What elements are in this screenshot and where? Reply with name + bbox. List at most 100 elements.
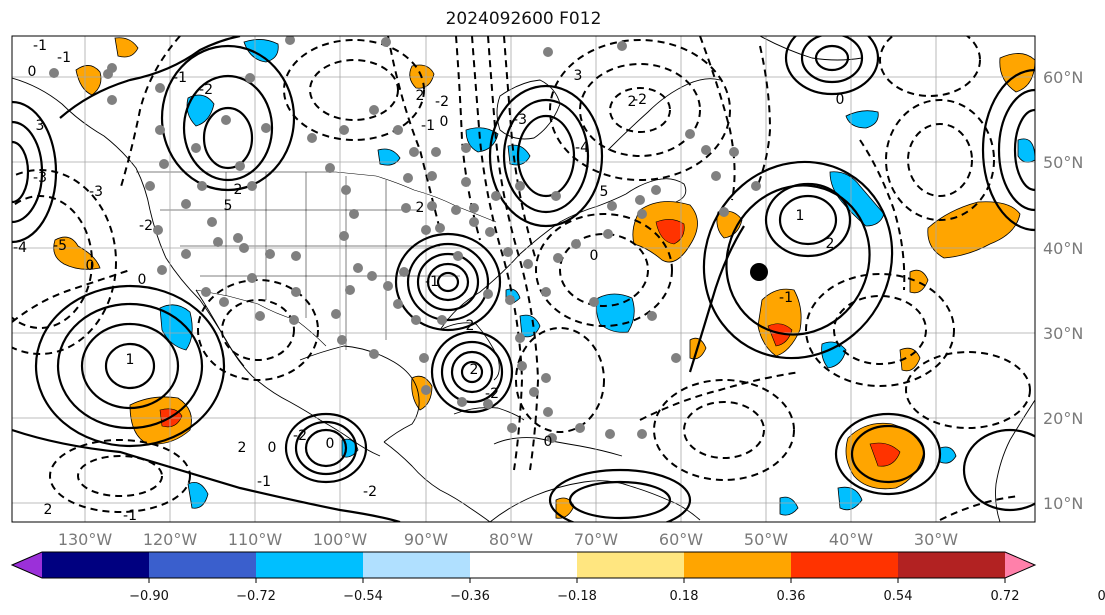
coastline-maritime — [625, 178, 687, 203]
contour-value-label: 0 — [836, 92, 845, 108]
coastline-caribbean — [493, 437, 623, 457]
contour-value-label: -5 — [53, 238, 67, 254]
coastlines — [12, 36, 1035, 522]
colorbar-segment — [470, 552, 578, 578]
contour-high — [568, 480, 672, 520]
contour-value-label: 0 — [544, 434, 553, 450]
border-states-1 — [225, 172, 387, 350]
contour-value-label: 0 — [138, 272, 147, 288]
contour-low — [549, 39, 731, 181]
contour-high — [962, 428, 1035, 512]
contour-value-label: 1 — [126, 352, 135, 368]
contour-low — [683, 401, 765, 459]
contour-value-label: 5 — [600, 184, 609, 200]
lon-tick-label: 40°W — [829, 530, 873, 549]
station-dot — [421, 385, 431, 395]
shade-blue — [837, 486, 863, 511]
station-dot — [265, 249, 275, 259]
contour-high — [104, 342, 156, 390]
contour-zero — [59, 36, 241, 119]
contour-low-band — [471, 36, 524, 471]
shade-blue — [939, 446, 957, 464]
shade-red — [869, 442, 901, 467]
shade-blue — [821, 341, 847, 369]
station-dot — [483, 289, 493, 299]
contour-low — [12, 169, 117, 355]
station-dot — [383, 281, 393, 291]
station-dot — [337, 335, 347, 345]
contour-value-label: -1 — [257, 474, 271, 490]
station-dot — [483, 399, 493, 409]
station-dot — [369, 105, 379, 115]
station-dot — [155, 83, 165, 93]
station-dot — [431, 147, 441, 157]
lat-tick-label: 60°N — [1043, 68, 1083, 87]
station-dot — [603, 229, 613, 239]
contour-value-label: -1 — [425, 274, 439, 290]
contour-low-band — [755, 45, 772, 191]
border-states-2 — [160, 209, 460, 277]
coastline-africa — [995, 399, 1035, 522]
contour-value-label: -2 — [293, 428, 307, 444]
contour-value-label: -1 — [33, 38, 47, 54]
contour-low-band — [487, 36, 540, 471]
station-dot — [543, 47, 553, 57]
shaded-fields — [53, 37, 1035, 519]
contour-value-label: -1 — [123, 508, 137, 524]
coastline-hudson — [496, 79, 561, 140]
lat-tick-label: 20°N — [1043, 409, 1083, 428]
contour-low — [535, 213, 673, 327]
station-dot — [221, 115, 231, 125]
stations — [49, 36, 761, 443]
contour-high — [850, 424, 926, 484]
lon-tick-label: 110°W — [228, 530, 283, 549]
station-dot — [589, 297, 599, 307]
shade-blue — [243, 39, 279, 63]
shade-blue — [519, 314, 541, 338]
coastline-pacific-north — [12, 77, 151, 211]
station-dot — [235, 161, 245, 171]
station-dot — [437, 315, 447, 325]
station-dot — [325, 163, 335, 173]
station-dot — [291, 251, 301, 261]
station-dot — [419, 353, 429, 363]
contour-value-label: -4 — [575, 140, 589, 156]
contour-high — [12, 120, 44, 224]
lon-tick-label: 60°W — [659, 530, 703, 549]
contour-value-label: 3 — [574, 68, 583, 84]
lon-tick-label: 120°W — [143, 530, 198, 549]
contour-low — [907, 123, 973, 197]
station-dot — [451, 205, 461, 215]
shade-orange — [927, 201, 1021, 259]
contour-high — [436, 271, 460, 293]
contour-high — [202, 106, 254, 170]
coastline-west — [149, 209, 381, 457]
station-dot — [49, 68, 59, 78]
station-dot — [435, 223, 445, 233]
station-dot — [393, 125, 403, 135]
station-dot — [197, 181, 207, 191]
station-dot — [261, 123, 271, 133]
shade-orange — [757, 288, 802, 357]
station-dot — [751, 181, 761, 191]
contour-low — [905, 351, 1031, 429]
station-dot — [515, 333, 525, 343]
contour-value-label: -4 — [13, 240, 27, 256]
contours-positive — [12, 36, 1035, 522]
station-dot — [103, 69, 113, 79]
colorbar-tick-label: 0.72 — [991, 589, 1020, 604]
station-dot — [505, 295, 515, 305]
lon-tick-label: 90°W — [404, 530, 448, 549]
station-dot — [469, 217, 479, 227]
contour-high — [702, 160, 894, 360]
station-dot — [331, 309, 341, 319]
storm-center-marker — [750, 263, 768, 281]
contour-low — [609, 87, 671, 133]
colorbar-segment — [256, 552, 364, 578]
contour-high — [440, 340, 504, 404]
contour-high — [764, 182, 852, 258]
contour-value-label: 2 — [466, 318, 475, 334]
contour-value-label: 2 — [826, 236, 835, 252]
